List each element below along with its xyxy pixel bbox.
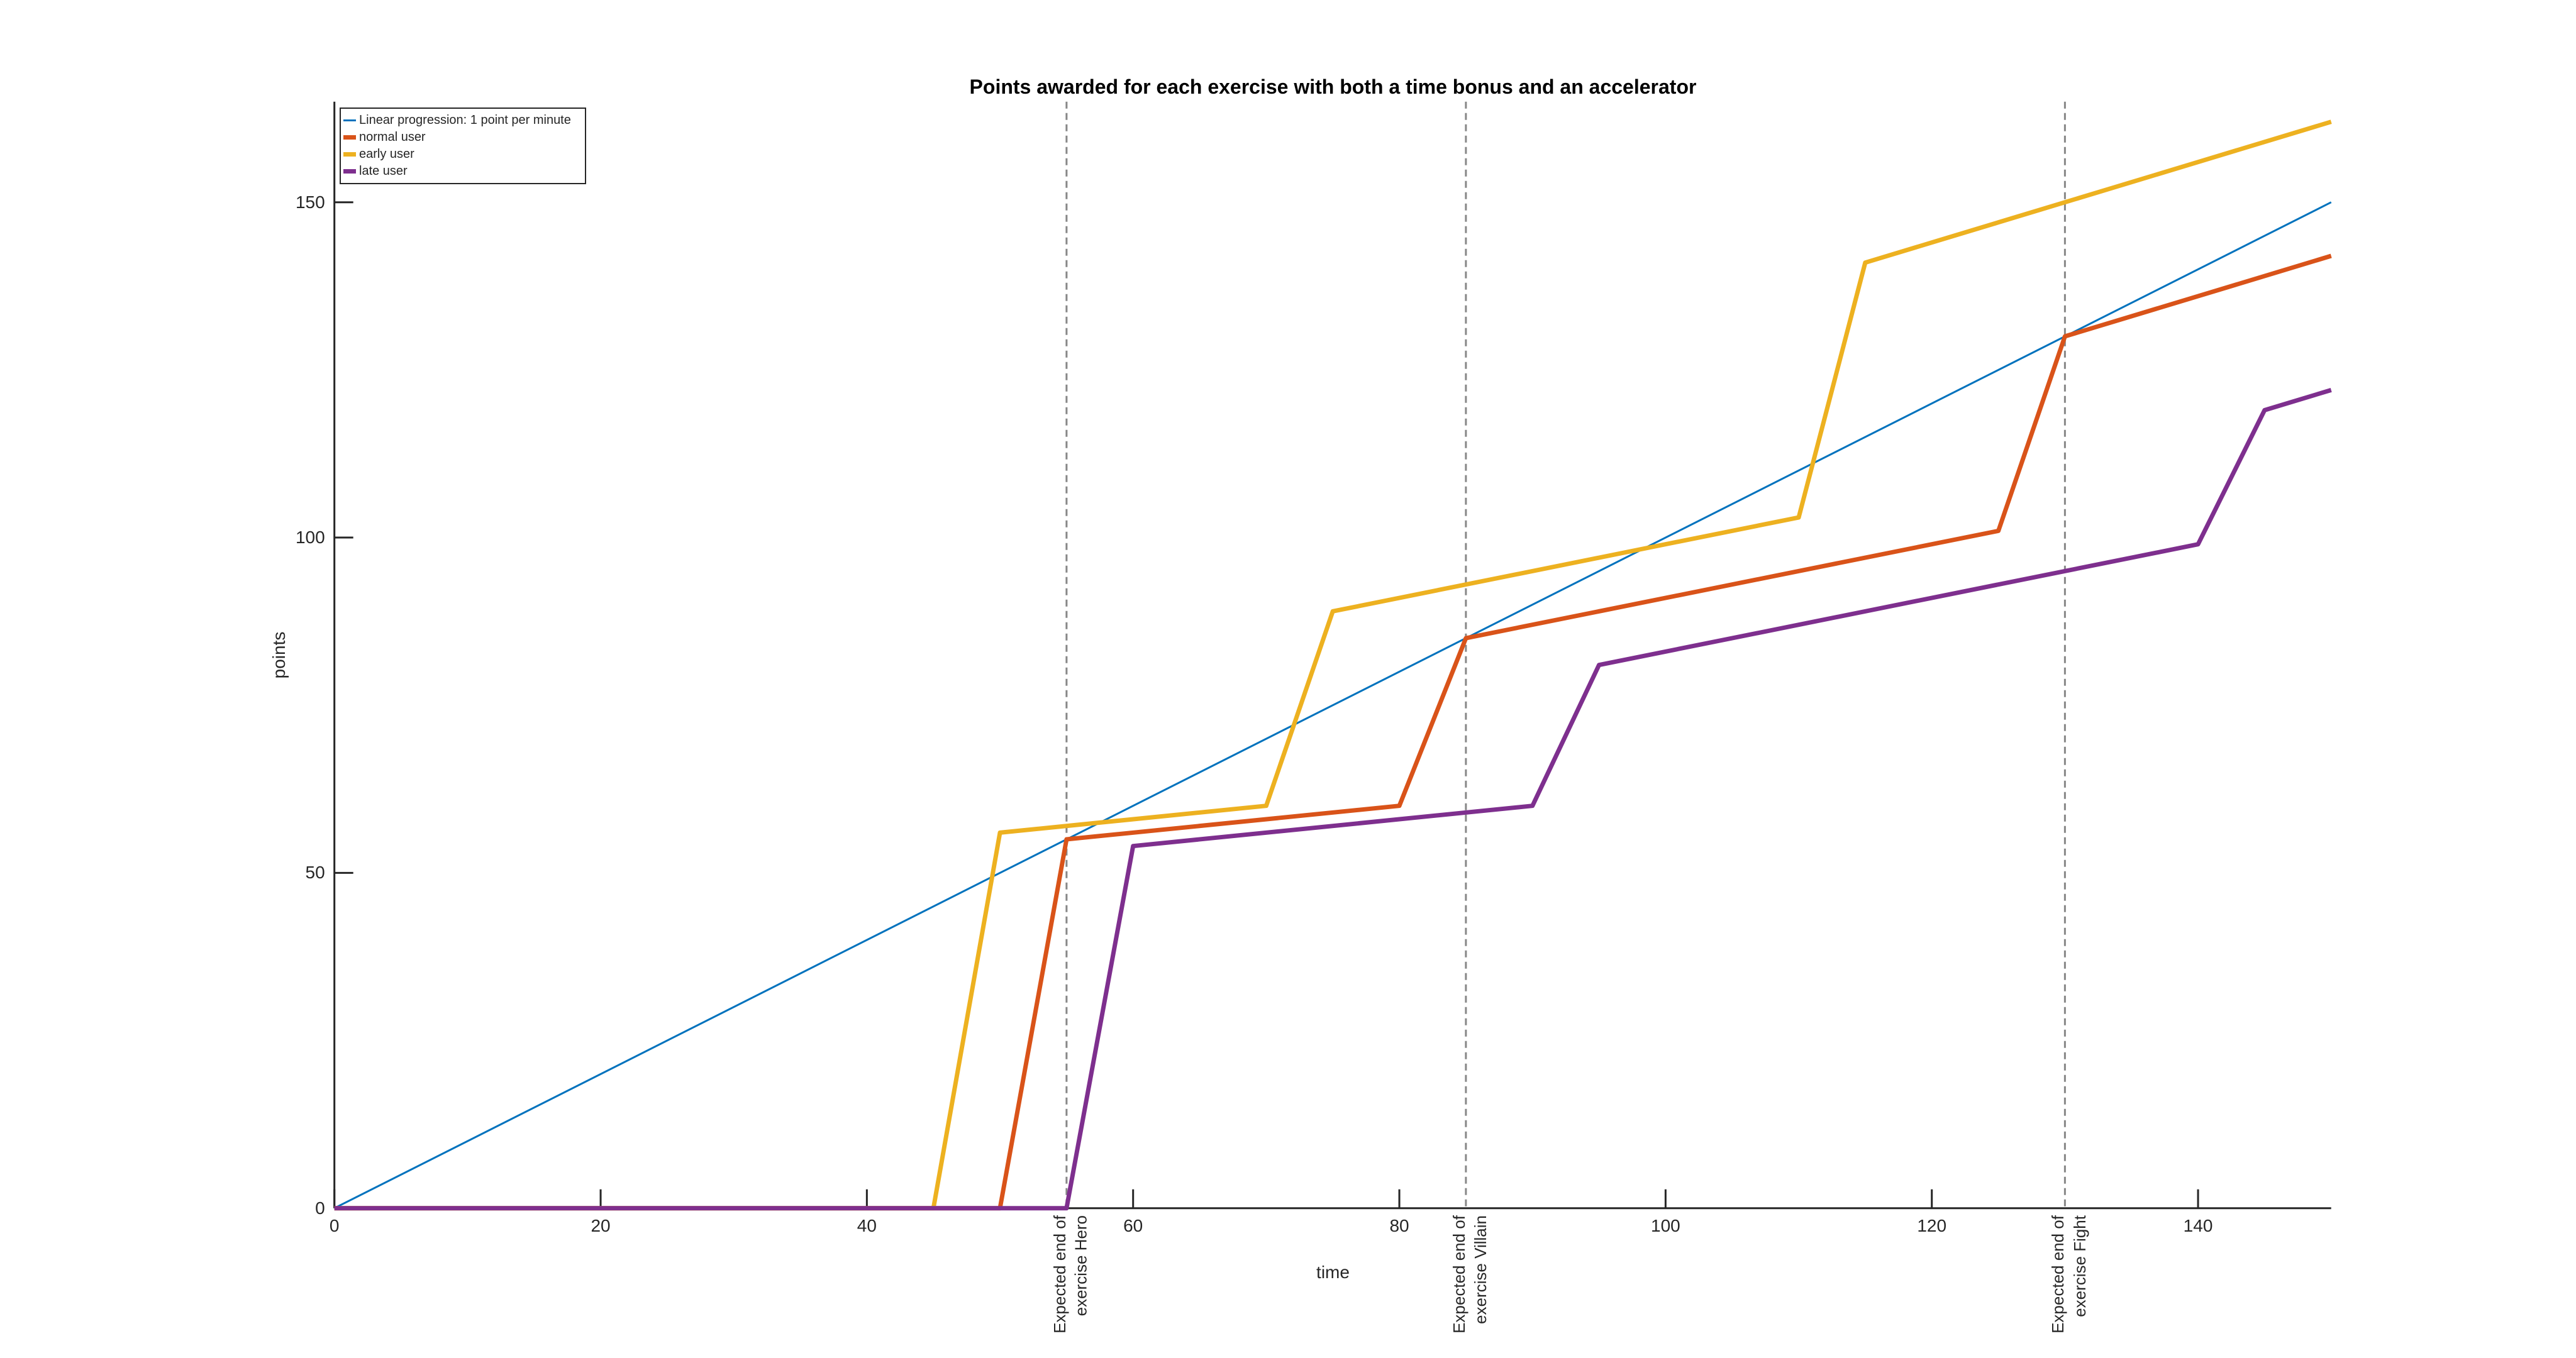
- x-axis-label: time: [1316, 1262, 1350, 1282]
- y-tick-label-0: 0: [315, 1198, 325, 1218]
- x-tick-label-120: 120: [1917, 1216, 1947, 1235]
- expected-end-label-0-line-0: Expected end of: [1050, 1215, 1069, 1333]
- legend-row-1: normal user: [343, 129, 585, 146]
- legend-row-0: Linear progression: 1 point per minute: [343, 112, 585, 129]
- expected-end-label-2-line-0: Expected end of: [2048, 1215, 2068, 1333]
- series-line-3: [334, 388, 2332, 1211]
- x-tick-label-20: 20: [591, 1216, 611, 1235]
- x-tick-label-140: 140: [2183, 1216, 2213, 1235]
- expected-end-label-1-line-0: Expected end of: [1449, 1215, 1468, 1333]
- y-tick-label-100: 100: [295, 527, 325, 548]
- legend-row-2: early user: [343, 146, 585, 163]
- legend-line-sample-1: [343, 135, 356, 140]
- legend-row-3: late user: [343, 163, 585, 180]
- y-tick-label-50: 50: [305, 863, 325, 883]
- expected-end-label-1-line-1: exercise Villain: [1470, 1215, 1490, 1324]
- series-line-0: [334, 201, 2332, 1210]
- y-axis-label: points: [269, 631, 289, 679]
- x-tick-label-40: 40: [857, 1216, 877, 1235]
- x-tick-label-80: 80: [1389, 1216, 1409, 1235]
- legend-label-0: Linear progression: 1 point per minute: [359, 113, 571, 127]
- series-line-2: [334, 119, 2332, 1211]
- chart-title: Points awarded for each exercise with bo…: [969, 75, 1697, 98]
- legend-line-sample-3: [343, 169, 356, 174]
- x-tick-label-0: 0: [329, 1216, 340, 1235]
- x-tick-label-60: 60: [1123, 1216, 1143, 1235]
- legend-line-sample-0: [343, 119, 356, 121]
- legend-line-sample-2: [343, 152, 356, 157]
- y-tick-label-150: 150: [295, 192, 325, 212]
- legend-label-2: early user: [359, 147, 414, 161]
- series-line-1: [334, 253, 2332, 1211]
- legend: Linear progression: 1 point per minute no…: [340, 108, 586, 184]
- expected-end-label-0-line-1: exercise Hero: [1071, 1215, 1091, 1317]
- legend-label-1: normal user: [359, 130, 426, 144]
- legend-label-3: late user: [359, 164, 408, 178]
- x-tick-label-100: 100: [1651, 1216, 1680, 1235]
- expected-end-label-2-line-1: exercise Fight: [2070, 1215, 2089, 1317]
